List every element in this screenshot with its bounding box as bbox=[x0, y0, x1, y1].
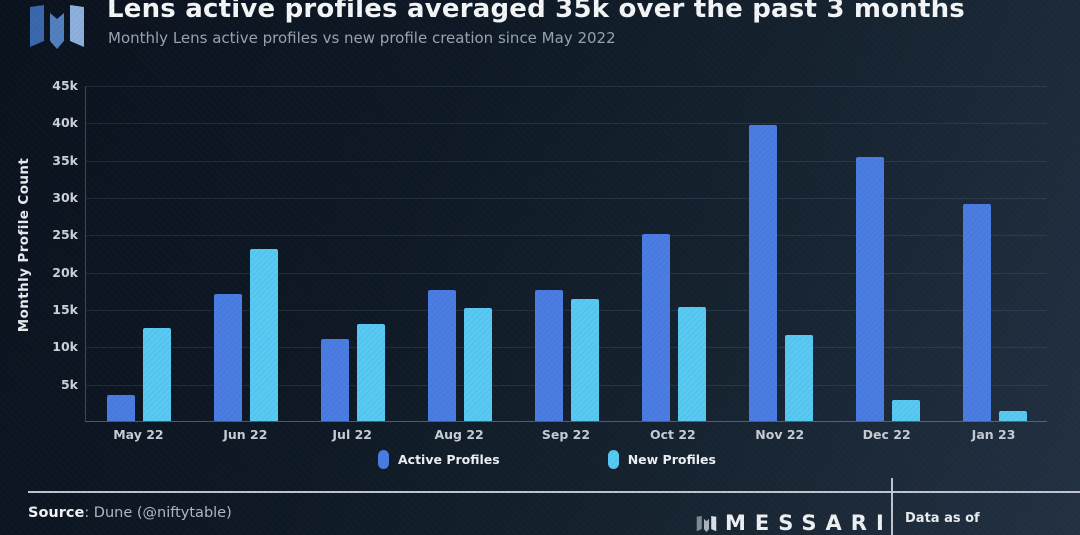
messari-footer-logo-icon bbox=[696, 516, 717, 532]
x-tick-label: Aug 22 bbox=[434, 427, 484, 442]
legend-swatch-new-profiles bbox=[607, 450, 619, 469]
grid-line bbox=[86, 123, 1047, 125]
page-title: Lens active profiles averaged 35k over t… bbox=[107, 0, 965, 24]
x-tick-label: Sep 22 bbox=[541, 427, 591, 442]
bar-new-profiles-jul-22 bbox=[357, 323, 386, 421]
source-attribution: Source: Dune (@niftytable) bbox=[28, 505, 232, 521]
y-tick-label: 10k bbox=[52, 339, 78, 355]
messari-wordmark: MESSARI bbox=[725, 511, 893, 535]
grid-line bbox=[86, 347, 1047, 349]
footer-divider-vertical bbox=[891, 478, 893, 535]
data-as-of-label: Data as of bbox=[905, 511, 980, 526]
messari-brand: MESSARI bbox=[696, 511, 893, 535]
x-tick-label: Jun 22 bbox=[223, 427, 268, 442]
bar-active-profiles-nov-22 bbox=[748, 124, 777, 421]
grid-line bbox=[86, 310, 1047, 311]
bar-group-oct-22 bbox=[620, 86, 727, 421]
bar-group-nov-22 bbox=[727, 86, 834, 421]
bar-new-profiles-may-22 bbox=[143, 327, 172, 421]
bar-new-profiles-oct-22 bbox=[677, 306, 706, 421]
bar-active-profiles-jul-22 bbox=[321, 338, 350, 421]
x-tick-label: Dec 22 bbox=[862, 427, 911, 442]
source-value: : Dune (@niftytable) bbox=[84, 505, 232, 521]
bar-new-profiles-sep-22 bbox=[570, 299, 599, 421]
messari-logo-icon bbox=[30, 5, 84, 49]
bar-new-profiles-nov-22 bbox=[784, 335, 813, 421]
bar-group-aug-22 bbox=[407, 86, 514, 421]
x-tick-label: May 22 bbox=[113, 427, 164, 442]
bar-new-profiles-jun-22 bbox=[250, 249, 279, 421]
bar-new-profiles-jan-23 bbox=[998, 411, 1027, 421]
x-tick-label: Jan 23 bbox=[971, 427, 1016, 442]
legend-label: Active Profiles bbox=[398, 452, 500, 467]
plot-area bbox=[85, 86, 1047, 422]
y-tick-label: 5k bbox=[60, 376, 78, 392]
grid-line bbox=[86, 235, 1047, 237]
bar-active-profiles-jun-22 bbox=[214, 294, 243, 421]
y-tick-label: 20k bbox=[52, 264, 78, 280]
bar-new-profiles-aug-22 bbox=[464, 308, 493, 421]
y-tick-label: 45k bbox=[52, 78, 78, 93]
legend-swatch-active-profiles bbox=[378, 450, 389, 469]
chart-legend: Active Profiles New Profiles bbox=[378, 450, 716, 469]
bar-group-jan-23 bbox=[941, 86, 1048, 421]
bar-active-profiles-may-22 bbox=[107, 394, 136, 421]
x-tick-label: Oct 22 bbox=[649, 427, 696, 442]
bar-active-profiles-sep-22 bbox=[534, 289, 563, 421]
legend-label: New Profiles bbox=[627, 452, 716, 467]
bar-active-profiles-jan-23 bbox=[962, 203, 991, 421]
bar-active-profiles-oct-22 bbox=[641, 234, 670, 421]
y-tick-label: 35k bbox=[52, 152, 78, 168]
y-tick-label: 25k bbox=[52, 227, 78, 243]
y-tick-label: 30k bbox=[52, 190, 78, 205]
source-label: Source bbox=[28, 505, 85, 521]
legend-item-new-profiles: New Profiles bbox=[607, 450, 716, 469]
bar-active-profiles-dec-22 bbox=[855, 157, 884, 421]
y-tick-label: 40k bbox=[52, 115, 78, 131]
bar-group-jul-22 bbox=[300, 86, 407, 421]
bar-group-jun-22 bbox=[193, 86, 300, 421]
bar-group-sep-22 bbox=[514, 86, 621, 421]
bar-active-profiles-aug-22 bbox=[428, 290, 457, 421]
footer-divider-horizontal bbox=[28, 491, 1080, 493]
page-subtitle: Monthly Lens active profiles vs new prof… bbox=[108, 29, 616, 47]
x-tick-label: Nov 22 bbox=[755, 427, 805, 442]
bar-group-may-22 bbox=[86, 86, 193, 421]
bar-new-profiles-dec-22 bbox=[891, 400, 920, 421]
y-tick-label: 15k bbox=[52, 302, 78, 317]
grid-line bbox=[86, 198, 1047, 199]
x-tick-label: Jul 22 bbox=[332, 427, 372, 442]
grid-line bbox=[86, 384, 1047, 386]
grid-line bbox=[86, 160, 1047, 162]
bar-group-dec-22 bbox=[834, 86, 941, 421]
grid-line bbox=[86, 86, 1047, 87]
grid-line bbox=[86, 272, 1047, 274]
legend-item-active-profiles: Active Profiles bbox=[378, 450, 500, 469]
